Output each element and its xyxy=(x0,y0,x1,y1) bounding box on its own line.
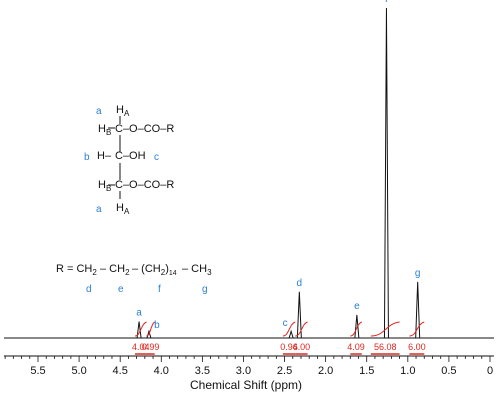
spectrum-peak-d xyxy=(296,291,302,339)
structure-label-c: c xyxy=(154,152,159,163)
peak-label-g: g xyxy=(415,268,421,279)
integral-value: 4.00 xyxy=(293,342,311,352)
plot-area: 5.5 5.0 4.5 4.0 3.5 3.0 2.5 2.0 1.5 1.0 0.5 0 a b c d e f… xyxy=(4,0,494,377)
spectrum-peak-c xyxy=(288,329,294,339)
spectrum-peak-e xyxy=(354,314,360,339)
r-label-g: g xyxy=(202,284,208,295)
integral-curve xyxy=(350,321,363,337)
spectrum-peak-g xyxy=(415,281,421,339)
r-label-d: d xyxy=(86,284,92,295)
spectrum-peak-a xyxy=(136,321,142,339)
r-def-ch3: – CH3 xyxy=(182,263,212,277)
integral-curve xyxy=(370,321,400,337)
x-tick-label: 3.5 xyxy=(195,365,210,377)
structure-hb-bottom: HB xyxy=(98,179,111,193)
r-label-e: e xyxy=(118,284,124,295)
structure-label-a-bottom: a xyxy=(96,204,102,215)
integral-curve xyxy=(282,321,296,337)
integral-curve xyxy=(295,321,308,337)
structure-ester-bottom: C–O–CO–R xyxy=(115,179,174,191)
r-def-ch2-2: – CH2 xyxy=(100,263,130,277)
integral-value: 6.00 xyxy=(408,342,426,352)
integral-value: 4.09 xyxy=(347,342,365,352)
integral-value: 0.99 xyxy=(142,342,160,352)
integral-curve xyxy=(409,321,425,337)
x-tick-label: 1.0 xyxy=(400,365,415,377)
structure-hb-top: HB xyxy=(98,123,111,137)
x-tick-label: 0.5 xyxy=(441,365,456,377)
peak-label-a: a xyxy=(136,308,142,319)
integral-value: 56.08 xyxy=(374,342,397,352)
structure-ester-top: C–O–CO–R xyxy=(115,123,174,135)
x-axis-label: Chemical Shift (ppm) xyxy=(190,378,302,392)
spectrum-peak-f xyxy=(383,7,389,339)
x-tick-label: 5.5 xyxy=(30,365,45,377)
integral-curve xyxy=(146,321,156,337)
spectrum-peak-b xyxy=(146,329,152,339)
x-tick-label: 2.5 xyxy=(277,365,292,377)
r-label-f: f xyxy=(158,284,161,295)
integral-curve xyxy=(134,321,147,337)
r-def-ch2-n: – (CH2)14 xyxy=(132,263,177,277)
x-tick-label: 3.0 xyxy=(236,365,251,377)
peak-label-d: d xyxy=(297,278,303,289)
structure-label-b: b xyxy=(84,152,90,163)
structure-h-mid: H– xyxy=(97,150,112,162)
x-tick-label: 0 xyxy=(487,365,493,377)
x-tick-label: 4.5 xyxy=(113,365,128,377)
r-def-ch2-1: R = CH2 xyxy=(56,263,97,277)
structure-ha-bottom: HA xyxy=(116,202,130,216)
structure-ha-top: HA xyxy=(116,104,130,118)
x-tick-label: 2.0 xyxy=(318,365,333,377)
integral-value: 4.04 xyxy=(132,342,150,352)
peak-label-f: f xyxy=(385,0,388,5)
structure-oh: C–OH xyxy=(115,150,146,162)
x-tick-label: 1.5 xyxy=(359,365,374,377)
peak-label-c: c xyxy=(283,318,288,329)
peak-label-b: b xyxy=(154,320,160,331)
x-tick-label: 4.0 xyxy=(154,365,169,377)
glycerol-structure: a HA HB C–O–CO–R b H– C–OH c HB C–O–CO–R… xyxy=(84,104,174,216)
x-tick-label: 5.0 xyxy=(71,365,86,377)
r-group-definition: R = CH2 – CH2 – (CH2)14 – CH3 d e f g xyxy=(56,263,212,295)
integral-value: 0.96 xyxy=(280,342,298,352)
structure-label-a-top: a xyxy=(96,106,102,117)
peak-label-e: e xyxy=(354,301,360,312)
